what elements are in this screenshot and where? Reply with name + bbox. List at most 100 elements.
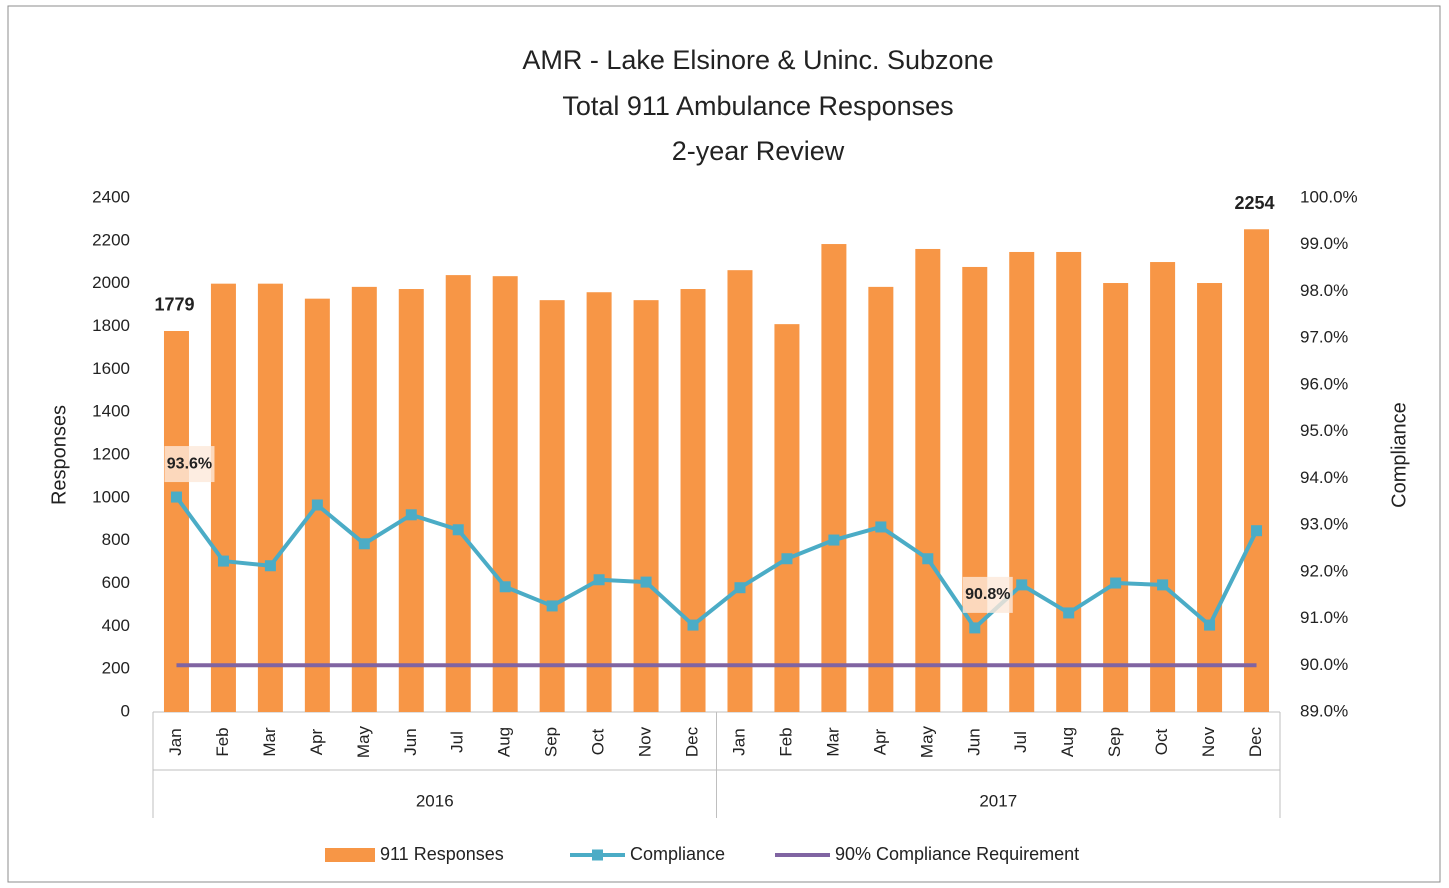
legend-label: 90% Compliance Requirement [835, 844, 1079, 864]
marker [452, 524, 464, 536]
y-tick-label: 1600 [92, 359, 130, 378]
y2-tick-label: 92.0% [1300, 561, 1348, 580]
x-tick-label: Jan [166, 728, 185, 755]
marker [781, 553, 793, 565]
bar [1009, 251, 1035, 712]
x-tick-label: Apr [307, 728, 326, 755]
y-tick-label: 200 [102, 659, 130, 678]
marker [969, 622, 981, 634]
x-tick-label: Jul [448, 731, 467, 753]
bar [774, 324, 800, 712]
marker [405, 509, 417, 521]
bar [1103, 283, 1129, 712]
marker [828, 534, 840, 546]
marker [640, 576, 652, 588]
y2-tick-label: 100.0% [1300, 187, 1358, 206]
marker [1204, 619, 1216, 631]
bar [492, 276, 518, 712]
x-tick-label: Oct [589, 729, 608, 756]
bar [1244, 229, 1270, 713]
marker [546, 600, 558, 612]
x-tick-label: Jun [964, 728, 983, 755]
legend-swatch [325, 848, 375, 862]
marker [170, 491, 182, 503]
marker [687, 619, 699, 631]
x-tick-label: Sep [1105, 727, 1124, 757]
x-group-label: 2017 [979, 791, 1017, 810]
y-tick-label: 2200 [92, 230, 130, 249]
x-tick-label: Jun [401, 728, 420, 755]
y-tick-label: 400 [102, 616, 130, 635]
y2-tick-label: 97.0% [1300, 328, 1348, 347]
marker [1157, 579, 1169, 591]
y-axis-label: Responses [48, 405, 70, 505]
x-tick-label: Apr [870, 728, 889, 755]
x-tick-label: Dec [1246, 726, 1265, 757]
x-tick-label: May [917, 725, 936, 758]
line [174, 495, 1259, 630]
marker [311, 499, 323, 511]
y2-tick-label: 98.0% [1300, 281, 1348, 300]
y2-tick-label: 96.0% [1300, 374, 1348, 393]
y-tick-label: 2000 [92, 273, 130, 292]
x-tick-label: Mar [260, 727, 279, 757]
y2-tick-label: 91.0% [1300, 608, 1348, 627]
marker [875, 521, 887, 533]
bar [1150, 262, 1176, 712]
x-tick-label: Nov [636, 726, 655, 757]
y-tick-label: 1800 [92, 316, 130, 335]
legend-label: Compliance [630, 844, 725, 864]
bar [1056, 251, 1082, 712]
chart-title: 2-year Review [672, 136, 845, 166]
y2-tick-label: 93.0% [1300, 515, 1348, 534]
marker [358, 538, 370, 550]
y2-tick-label: 89.0% [1300, 701, 1348, 720]
bar [445, 275, 471, 712]
marker [1251, 525, 1263, 537]
marker [1110, 577, 1122, 589]
y2-tick-label: 90.0% [1300, 655, 1348, 674]
chart-title: Total 911 Ambulance Responses [562, 91, 953, 121]
bar [868, 286, 894, 712]
bar [210, 283, 236, 712]
x-tick-label: Nov [1199, 726, 1218, 757]
marker [217, 555, 229, 567]
x-group-label: 2016 [416, 791, 454, 810]
bar [163, 330, 189, 712]
y2-tick-label: 95.0% [1300, 421, 1348, 440]
data-label-bg [164, 446, 215, 483]
x-tick-label: Feb [213, 727, 232, 756]
data-label-bg [962, 576, 1013, 613]
bar [821, 244, 847, 712]
y-tick-label: 1200 [92, 444, 130, 463]
marker [1016, 579, 1028, 591]
marker [734, 582, 746, 594]
bar [257, 283, 283, 712]
y-tick-label: 0 [121, 701, 130, 720]
x-tick-label: Dec [683, 726, 702, 757]
y-tick-label: 1000 [92, 487, 130, 506]
x-tick-label: Jul [1011, 731, 1030, 753]
y-tick-label: 600 [102, 573, 130, 592]
x-tick-label: Jan [729, 728, 748, 755]
y2-tick-label: 94.0% [1300, 468, 1348, 487]
bar [962, 266, 988, 712]
bar [727, 270, 753, 712]
x-tick-label: May [354, 725, 373, 758]
marker [499, 581, 511, 593]
y2-axis-label: Compliance [1388, 402, 1410, 508]
x-tick-label: Aug [495, 727, 514, 757]
y-tick-label: 2400 [92, 187, 130, 206]
marker [264, 560, 276, 572]
bar [398, 289, 424, 712]
chart-title: AMR - Lake Elsinore & Uninc. Subzone [522, 45, 993, 75]
data-label: 93.6% [167, 455, 212, 472]
data-label: 2254 [1234, 193, 1274, 213]
bar [1197, 283, 1223, 712]
bar [351, 286, 377, 712]
legend-label: 911 Responses [380, 844, 504, 864]
bar [680, 289, 706, 712]
x-tick-label: Oct [1152, 729, 1171, 756]
legend-swatch [592, 849, 603, 861]
